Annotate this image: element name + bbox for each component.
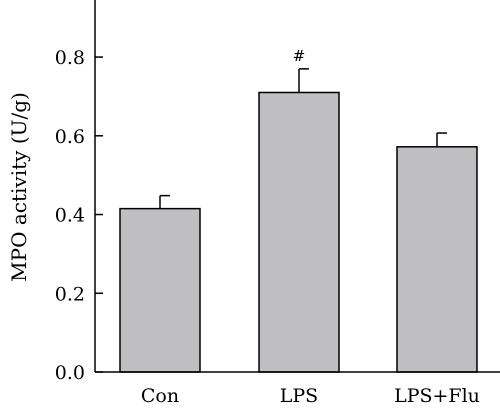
- annotations-layer: #: [293, 47, 306, 65]
- bar-con: [119, 207, 201, 373]
- x-tick-label: Con: [141, 385, 179, 407]
- y-tick-label: 0.0: [55, 362, 85, 384]
- x-tick-labels-layer: Con LPS LPS+Flu: [141, 385, 480, 407]
- axes-layer: [94, 0, 500, 373]
- y-tick-label: 0.8: [55, 47, 85, 69]
- x-tick-label: LPS: [280, 385, 318, 407]
- y-tick-label: 0.6: [55, 126, 85, 148]
- significance-mark: #: [293, 47, 306, 65]
- y-tick-label: 0.2: [55, 283, 85, 305]
- bar-lps-flu: [396, 146, 478, 373]
- y-axis-label: MPO activity (U/g): [7, 92, 31, 282]
- y-tick-label: 0.4: [55, 205, 85, 227]
- x-tick-label: LPS+Flu: [394, 385, 480, 407]
- y-ticks-layer: 0.0 0.2 0.4 0.6 0.8: [55, 47, 103, 384]
- error-bars-layer: [159, 68, 447, 209]
- bars-layer: [119, 91, 478, 373]
- bar-lps: [258, 91, 340, 373]
